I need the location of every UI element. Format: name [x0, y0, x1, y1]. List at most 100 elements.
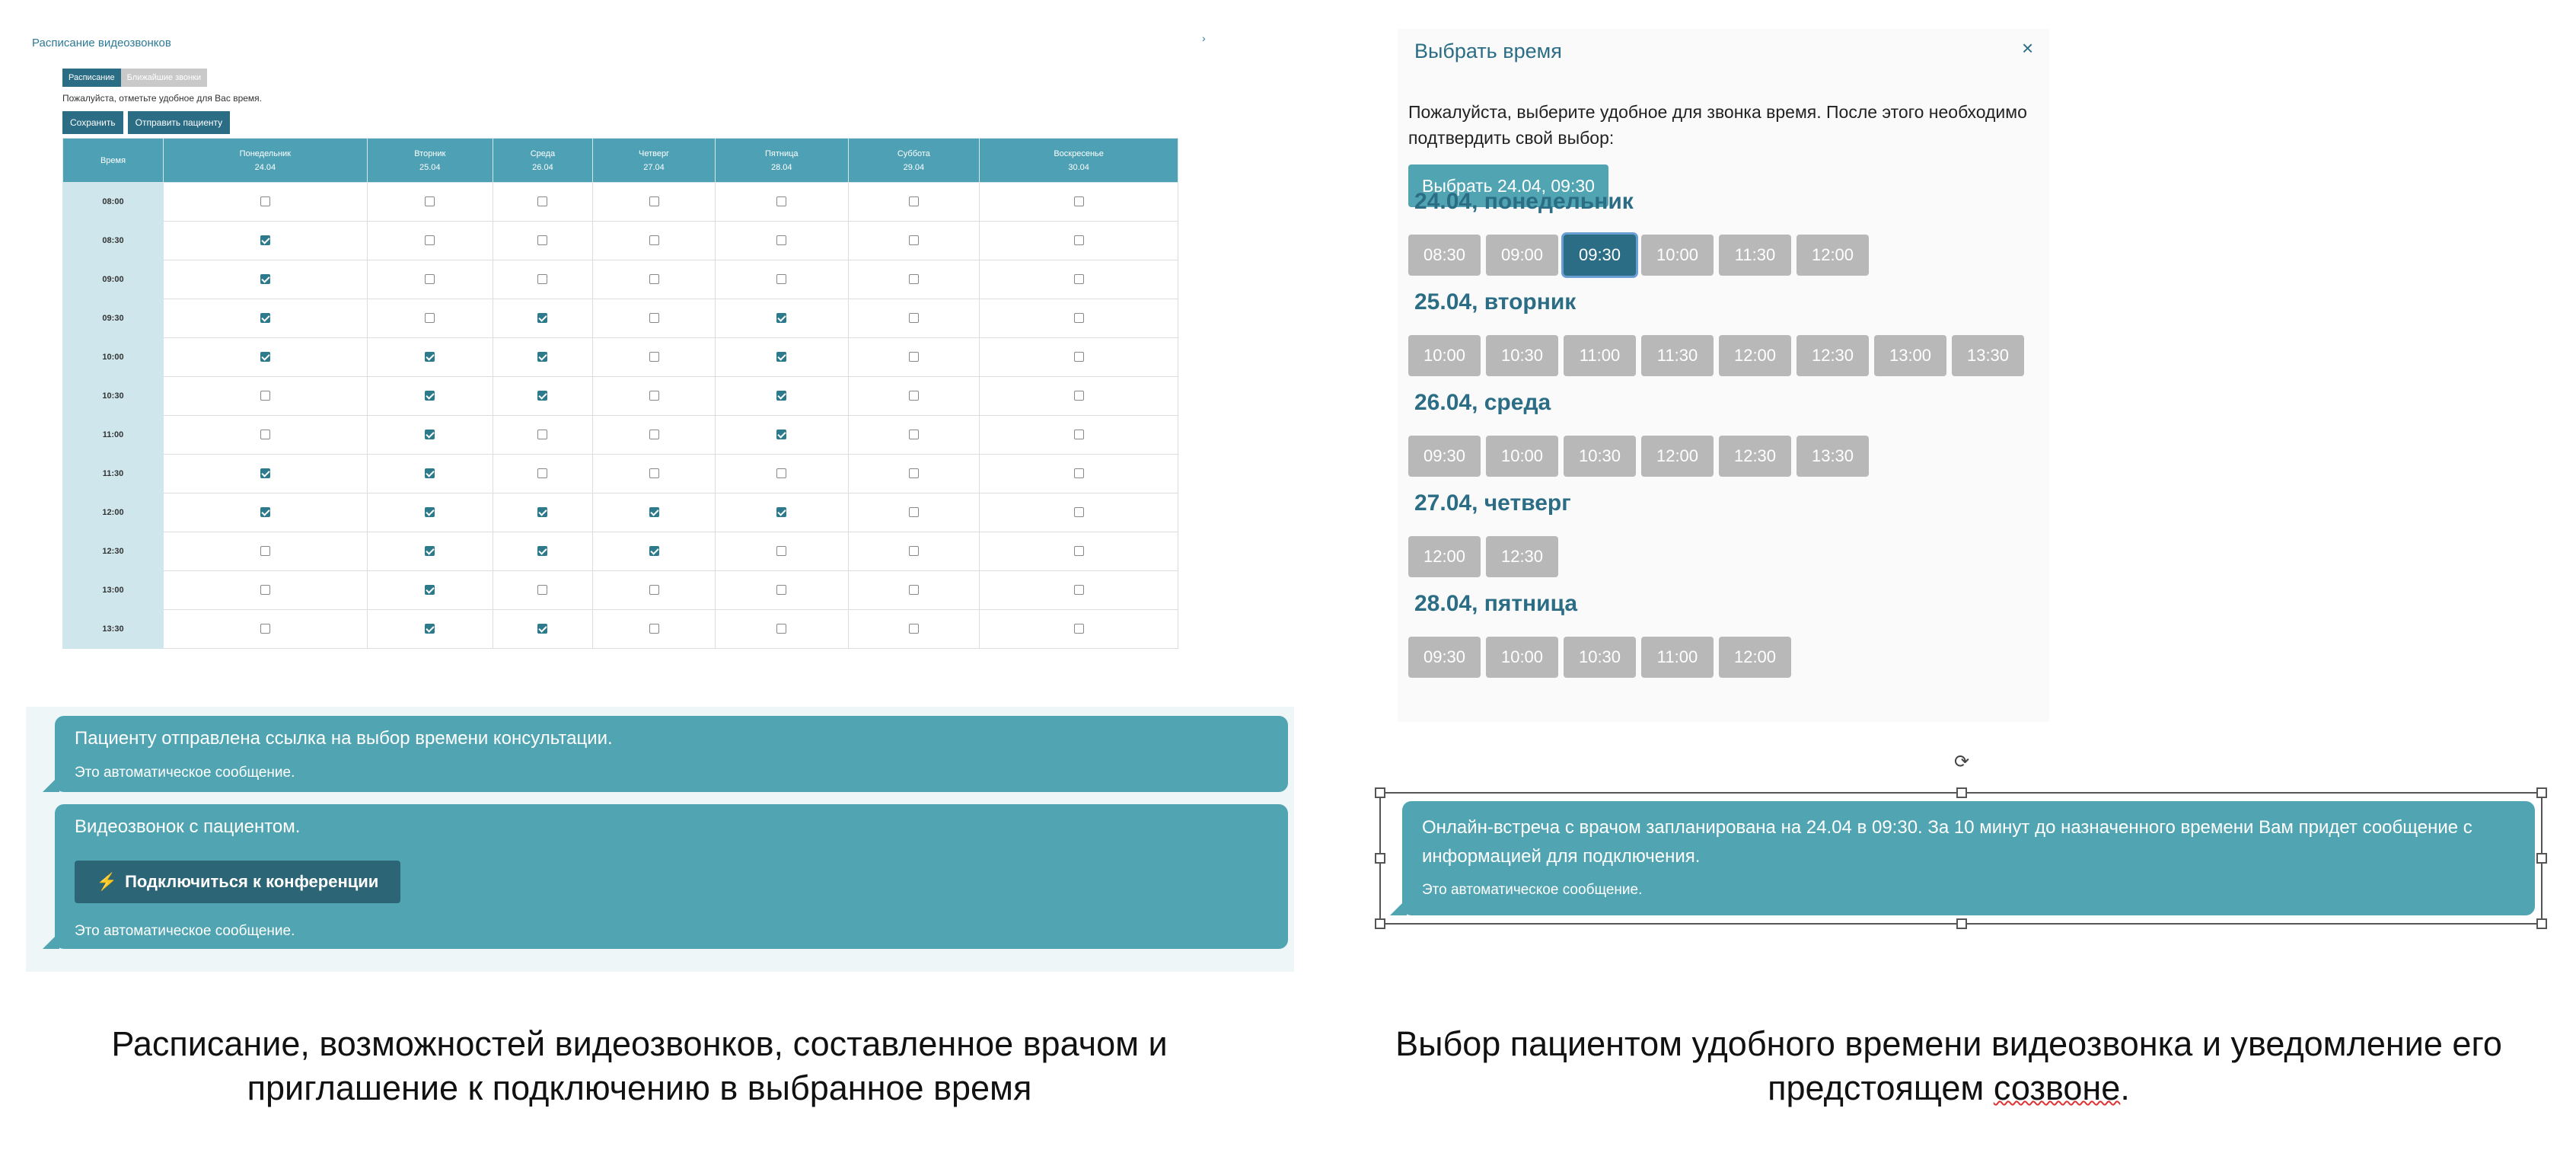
checkbox-checked[interactable]	[260, 352, 270, 363]
checkbox-checked[interactable]	[649, 546, 659, 557]
checkbox-unchecked[interactable]	[908, 352, 919, 363]
checkbox-checked[interactable]	[537, 624, 548, 634]
checkbox-unchecked[interactable]	[649, 430, 659, 440]
resize-handle[interactable]	[2536, 853, 2547, 864]
checkbox-unchecked[interactable]	[425, 313, 435, 324]
checkbox-unchecked[interactable]	[1073, 624, 1084, 634]
checkbox-unchecked[interactable]	[776, 624, 787, 634]
tab-schedule[interactable]: Расписание	[62, 69, 121, 87]
resize-handle[interactable]	[1956, 787, 1967, 798]
time-slot[interactable]: 12:30	[1486, 536, 1558, 577]
checkbox-unchecked[interactable]	[649, 274, 659, 285]
tab-upcoming-calls[interactable]: Ближайшие звонки	[120, 69, 207, 87]
checkbox-unchecked[interactable]	[776, 274, 787, 285]
confirm-time-button[interactable]: Выбрать 24.04, 09:30	[1408, 164, 1608, 207]
time-slot[interactable]: 09:30	[1408, 436, 1481, 477]
checkbox-checked[interactable]	[260, 235, 270, 246]
time-slot[interactable]: 13:30	[1952, 335, 2024, 376]
time-slot[interactable]: 09:00	[1486, 235, 1558, 276]
time-slot[interactable]: 10:00	[1641, 235, 1714, 276]
checkbox-checked[interactable]	[776, 391, 787, 401]
send-to-patient-button[interactable]: Отправить пациенту	[127, 111, 231, 134]
connect-conference-button[interactable]: ⚡ Подключиться к конференции	[75, 861, 400, 903]
checkbox-unchecked[interactable]	[776, 468, 787, 479]
checkbox-unchecked[interactable]	[260, 585, 270, 596]
selection-frame[interactable]: Онлайн-встреча с врачом запланирована на…	[1375, 787, 2547, 929]
time-slot[interactable]: 11:30	[1641, 335, 1714, 376]
checkbox-checked[interactable]	[776, 352, 787, 363]
checkbox-unchecked[interactable]	[649, 624, 659, 634]
checkbox-unchecked[interactable]	[1073, 585, 1084, 596]
checkbox-unchecked[interactable]	[908, 274, 919, 285]
checkbox-unchecked[interactable]	[537, 585, 548, 596]
checkbox-unchecked[interactable]	[260, 430, 270, 440]
checkbox-unchecked[interactable]	[1073, 468, 1084, 479]
checkbox-unchecked[interactable]	[776, 235, 787, 246]
checkbox-checked[interactable]	[425, 546, 435, 557]
checkbox-unchecked[interactable]	[1073, 196, 1084, 207]
checkbox-unchecked[interactable]	[1073, 274, 1084, 285]
checkbox-unchecked[interactable]	[649, 585, 659, 596]
time-slot[interactable]: 10:00	[1486, 637, 1558, 678]
resize-handle[interactable]	[1375, 853, 1385, 864]
resize-handle[interactable]	[1375, 787, 1385, 798]
checkbox-unchecked[interactable]	[260, 391, 270, 401]
collapse-arrow-icon[interactable]: ›	[1202, 32, 1206, 44]
checkbox-unchecked[interactable]	[1073, 352, 1084, 363]
checkbox-unchecked[interactable]	[537, 274, 548, 285]
checkbox-unchecked[interactable]	[260, 196, 270, 207]
resize-handle[interactable]	[1375, 918, 1385, 929]
checkbox-unchecked[interactable]	[649, 391, 659, 401]
close-icon[interactable]: ×	[2022, 37, 2034, 59]
checkbox-checked[interactable]	[425, 585, 435, 596]
checkbox-checked[interactable]	[425, 468, 435, 479]
checkbox-checked[interactable]	[260, 507, 270, 518]
checkbox-unchecked[interactable]	[1073, 430, 1084, 440]
checkbox-unchecked[interactable]	[908, 313, 919, 324]
time-slot[interactable]: 09:30	[1408, 637, 1481, 678]
checkbox-unchecked[interactable]	[537, 468, 548, 479]
checkbox-unchecked[interactable]	[260, 624, 270, 634]
time-slot[interactable]: 12:00	[1408, 536, 1481, 577]
checkbox-unchecked[interactable]	[537, 235, 548, 246]
time-slot[interactable]: 12:30	[1797, 335, 1869, 376]
time-slot[interactable]: 13:00	[1874, 335, 1946, 376]
checkbox-unchecked[interactable]	[425, 274, 435, 285]
checkbox-unchecked[interactable]	[649, 468, 659, 479]
checkbox-unchecked[interactable]	[425, 235, 435, 246]
checkbox-unchecked[interactable]	[537, 196, 548, 207]
resize-handle[interactable]	[1956, 918, 1967, 929]
time-slot[interactable]: 12:00	[1797, 235, 1869, 276]
time-slot[interactable]: 10:30	[1564, 637, 1636, 678]
time-slot[interactable]: 12:00	[1719, 637, 1791, 678]
checkbox-checked[interactable]	[260, 274, 270, 285]
checkbox-checked[interactable]	[425, 430, 435, 440]
checkbox-unchecked[interactable]	[1073, 235, 1084, 246]
checkbox-checked[interactable]	[537, 352, 548, 363]
checkbox-unchecked[interactable]	[908, 391, 919, 401]
checkbox-unchecked[interactable]	[908, 468, 919, 479]
time-slot[interactable]: 12:00	[1641, 436, 1714, 477]
checkbox-unchecked[interactable]	[776, 585, 787, 596]
checkbox-checked[interactable]	[260, 468, 270, 479]
time-slot[interactable]: 11:30	[1719, 235, 1791, 276]
save-button[interactable]: Сохранить	[62, 111, 123, 134]
checkbox-unchecked[interactable]	[537, 430, 548, 440]
resize-handle[interactable]	[2536, 918, 2547, 929]
time-slot[interactable]: 10:00	[1486, 436, 1558, 477]
rotate-icon[interactable]: ⟳	[1954, 752, 1970, 772]
checkbox-checked[interactable]	[649, 507, 659, 518]
checkbox-unchecked[interactable]	[908, 430, 919, 440]
checkbox-unchecked[interactable]	[649, 196, 659, 207]
time-slot[interactable]: 08:30	[1408, 235, 1481, 276]
checkbox-unchecked[interactable]	[1073, 507, 1084, 518]
resize-handle[interactable]	[2536, 787, 2547, 798]
checkbox-unchecked[interactable]	[908, 196, 919, 207]
checkbox-checked[interactable]	[260, 313, 270, 324]
checkbox-checked[interactable]	[776, 430, 787, 440]
checkbox-unchecked[interactable]	[908, 235, 919, 246]
checkbox-checked[interactable]	[425, 624, 435, 634]
time-slot[interactable]: 11:00	[1641, 637, 1714, 678]
time-slot[interactable]: 12:30	[1719, 436, 1791, 477]
checkbox-unchecked[interactable]	[649, 235, 659, 246]
